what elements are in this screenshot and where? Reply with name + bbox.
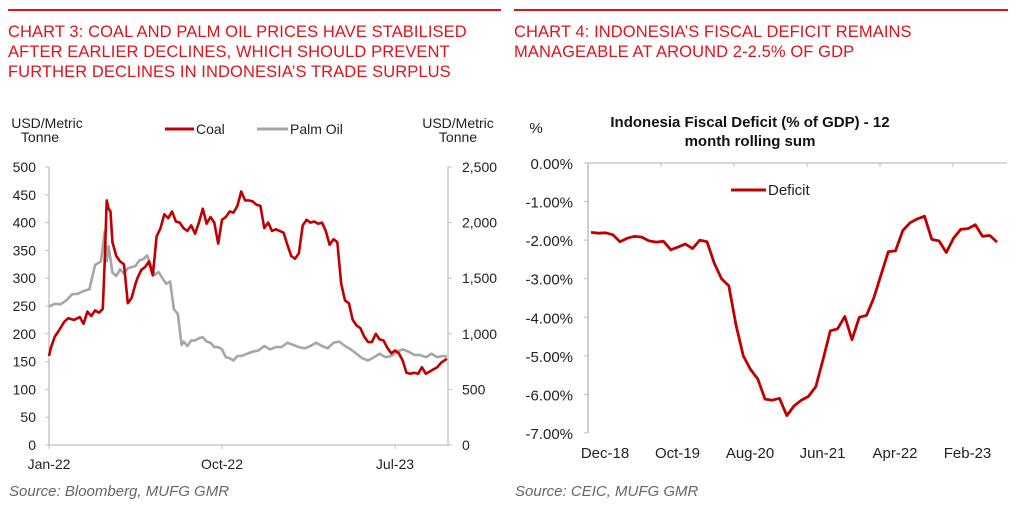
- chart4-y-tick-label: -1.00%: [525, 195, 573, 212]
- chart4-y-tick-label: -3.00%: [525, 272, 573, 289]
- chart3-left-tick-label: 450: [13, 187, 37, 203]
- chart3-right-tick-label: 2,500: [462, 159, 497, 175]
- chart3-x-tick-label: Jan-22: [28, 456, 71, 472]
- coal-price-line: [47, 190, 448, 376]
- chart3-right-axis-title: Tonne: [439, 129, 477, 145]
- chart4-y-tick-label: -6.00%: [525, 387, 573, 404]
- chart3-heading: CHART 3: COAL AND PALM OIL PRICES HAVE S…: [8, 22, 467, 82]
- chart3-heading-line: CHART 3: COAL AND PALM OIL PRICES HAVE S…: [8, 23, 467, 41]
- chart3-left-axis-title: Tonne: [21, 129, 59, 145]
- chart3-x-tick-label: Oct-22: [201, 456, 243, 472]
- chart3-coal-palm-oil: USD/Metric Tonne USD/Metric Tonne Coal P…: [11, 115, 497, 472]
- palm-oil-price-line: [48, 230, 448, 362]
- chart3-left-tick-label: 250: [13, 298, 37, 314]
- chart3-right-tick-label: 2,000: [462, 215, 497, 231]
- chart3-left-tick-label: 150: [13, 354, 37, 370]
- chart4-heading: CHART 4: INDONESIA’S FISCAL DEFICIT REMA…: [514, 22, 912, 62]
- chart4-x-tick-label: Apr-22: [872, 445, 917, 462]
- chart3-left-tick-label: 0: [28, 437, 36, 453]
- chart3-right-axis-title: USD/Metric: [422, 115, 494, 131]
- chart4-x-tick-label: Jun-21: [800, 445, 846, 462]
- chart3-right-tick-label: 1,000: [462, 326, 497, 342]
- chart4-y-tick-label: 0.00%: [530, 156, 573, 173]
- chart3-left-tick-label: 100: [13, 381, 37, 397]
- chart3-heading-line: FURTHER DECLINES IN INDONESIA’S TRADE SU…: [8, 63, 451, 81]
- chart4-y-tick-label: -4.00%: [525, 310, 573, 327]
- chart4-x-tick-label: Oct-19: [655, 445, 700, 462]
- chart3-left-tick-label: 350: [13, 242, 37, 258]
- chart3-right-tick-label: 500: [462, 381, 486, 397]
- deficit-line: [590, 214, 998, 418]
- chart4-heading-line: CHART 4: INDONESIA’S FISCAL DEFICIT REMA…: [514, 23, 912, 41]
- chart4-y-tick-label: -2.00%: [525, 233, 573, 250]
- chart4-fiscal-deficit: % Indonesia Fiscal Deficit (% of GDP) - …: [525, 114, 1007, 462]
- left-header-rule: [8, 9, 501, 11]
- legend-palm-oil-label: Palm Oil: [290, 121, 343, 137]
- chart3-left-tick-label: 50: [20, 409, 36, 425]
- chart3-legend: Coal Palm Oil: [165, 121, 343, 137]
- legend-deficit-label: Deficit: [768, 182, 811, 199]
- chart4-legend: Deficit: [731, 182, 811, 199]
- chart3-left-tick-label: 400: [13, 215, 37, 231]
- chart4-x-tick-label: Dec-18: [581, 445, 629, 462]
- chart4-source: Source: CEIC, MUFG GMR: [515, 483, 699, 500]
- chart3-x-tick-label: Jul-23: [376, 456, 414, 472]
- right-header-rule: [514, 9, 1008, 11]
- chart3-left-tick-label: 200: [13, 326, 37, 342]
- legend-coal-label: Coal: [196, 121, 225, 137]
- chart4-title: month rolling sum: [685, 133, 816, 150]
- chart3-left-axis-title: USD/Metric: [11, 115, 83, 131]
- chart3-right-tick-label: 1,500: [462, 270, 497, 286]
- chart4-x-tick-label: Aug-20: [726, 445, 774, 462]
- chart3-left-tick-label: 500: [13, 159, 37, 175]
- chart3-right-tick-label: 0: [462, 437, 470, 453]
- chart3-heading-line: AFTER EARLIER DECLINES, WHICH SHOULD PRE…: [8, 43, 450, 61]
- chart4-y-axis-unit: %: [529, 120, 542, 137]
- chart4-x-tick-label: Feb-23: [944, 445, 992, 462]
- chart3-left-tick-label: 300: [13, 270, 37, 286]
- chart3-source: Source: Bloomberg, MUFG GMR: [9, 483, 230, 500]
- chart4-title: Indonesia Fiscal Deficit (% of GDP) - 12: [610, 114, 889, 131]
- chart4-y-tick-label: -5.00%: [525, 349, 573, 366]
- chart4-heading-line: MANAGEABLE AT AROUND 2-2.5% OF GDP: [514, 43, 855, 61]
- chart4-y-tick-label: -7.00%: [525, 426, 573, 443]
